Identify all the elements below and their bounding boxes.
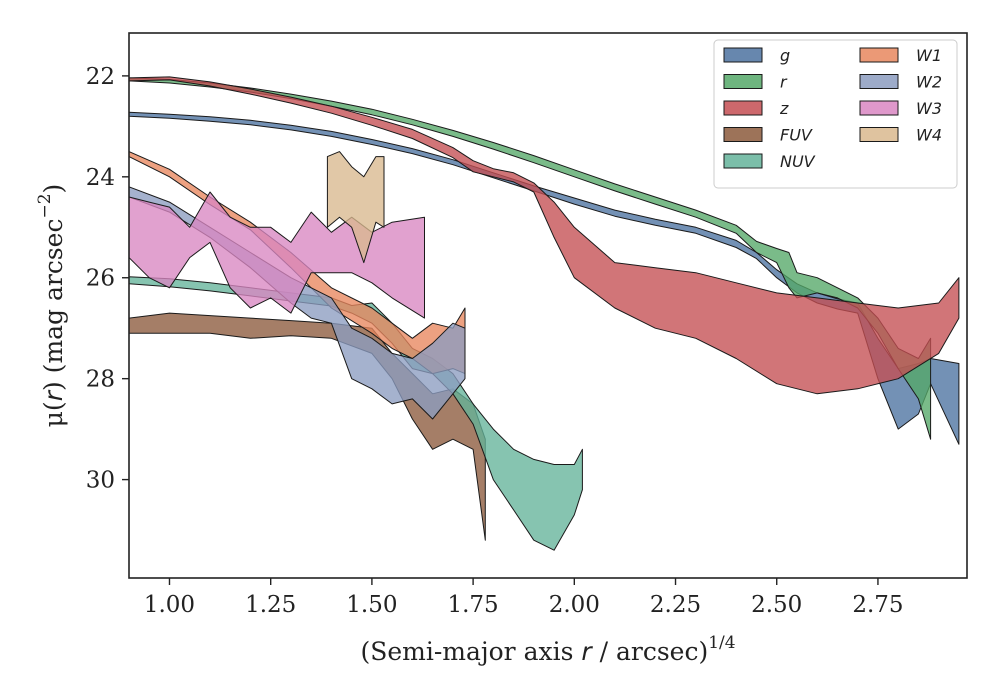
- y-tick-label: 28: [86, 367, 115, 393]
- legend-swatch-w3: [859, 100, 899, 116]
- legend-swatch-fuv: [723, 127, 763, 142]
- x-tick-label: 1.25: [245, 592, 296, 618]
- legend-label-w3: W3: [916, 99, 942, 118]
- y-tick-label: 26: [86, 266, 115, 292]
- legend-label-g: g: [780, 46, 790, 65]
- legend-swatch-nuv: [723, 153, 763, 169]
- x-tick-label: 1.75: [447, 592, 498, 618]
- profile-bands: [129, 76, 960, 551]
- legend-swatch-w4: [859, 127, 899, 142]
- legend: grz FUV NUV W1 W2 W3 W4: [713, 39, 958, 189]
- legend-label-nuv: NUV: [780, 152, 816, 171]
- y-tick-label: 22: [86, 64, 115, 90]
- band-r: [129, 77, 932, 440]
- legend-swatch-g: [723, 47, 763, 63]
- legend-label-z: z: [779, 99, 789, 118]
- legend-swatch-w2: [859, 74, 899, 89]
- x-tick-label: 1.00: [144, 592, 195, 618]
- x-axis-label: (Semi-major axis r / arcsec)1/4: [360, 633, 735, 666]
- y-tick-label: 30: [86, 468, 115, 494]
- legend-swatch-z: [723, 100, 763, 116]
- x-tick-label: 2.50: [751, 592, 802, 618]
- legend-label-w1: W1: [916, 46, 942, 65]
- legend-swatch-r: [723, 74, 763, 89]
- axes: 1.00 1.25 1.50 1.75 2.00 2.25 2.50 2.75 22 24 26 28…: [35, 32, 968, 666]
- x-tick-label: 1.50: [346, 592, 397, 618]
- y-tick-label: 24: [86, 165, 115, 191]
- legend-swatch-w1: [859, 47, 899, 63]
- plot-frame: [128, 32, 968, 579]
- legend-label-w2: W2: [916, 73, 942, 92]
- x-tick-label: 2.25: [650, 592, 701, 618]
- band-w4: [326, 151, 385, 264]
- x-tick-label: 2.00: [549, 592, 600, 618]
- legend-label-fuv: FUV: [780, 126, 813, 145]
- legend-label-w4: W4: [916, 126, 942, 145]
- band-z: [129, 76, 960, 395]
- x-tick-label: 2.75: [852, 592, 903, 618]
- legend-label-r: r: [780, 73, 788, 92]
- y-axis-label: μ(r) (mag arcsec−2): [35, 184, 68, 428]
